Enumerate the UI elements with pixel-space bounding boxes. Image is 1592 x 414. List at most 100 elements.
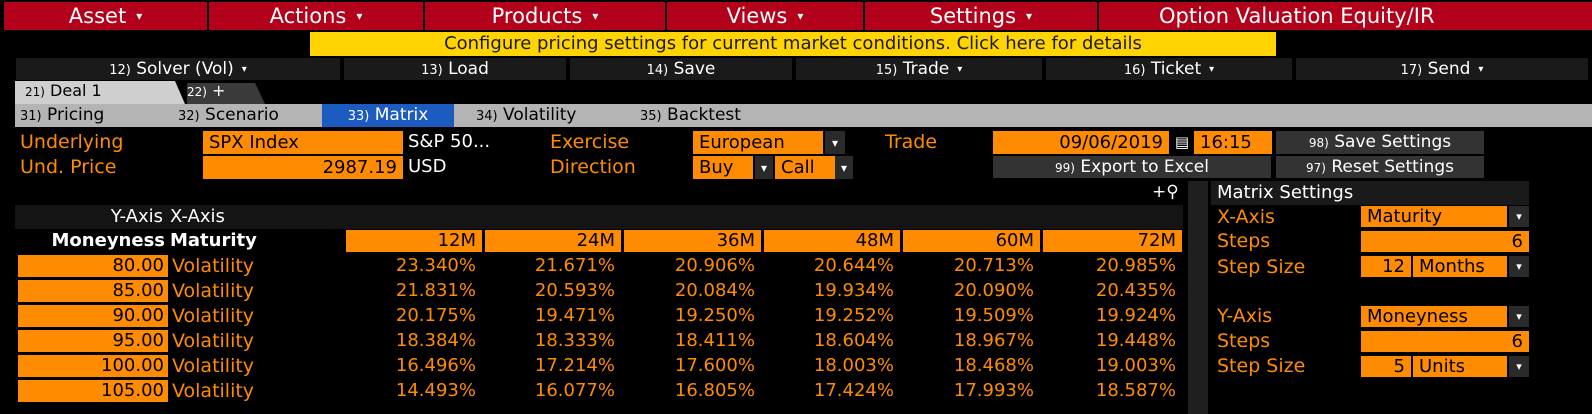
row-label: Volatility (172, 330, 255, 352)
menu-views[interactable]: Views ▾ (667, 2, 863, 30)
y-axis-header: Y-Axis (110, 206, 163, 227)
matrix-rows: 80.00 Volatility 23.340% 21.671% 20.906%… (15, 254, 1185, 414)
calendar-icon[interactable]: ▤ (1174, 133, 1190, 151)
matrix-cell: 21.671% (534, 255, 615, 276)
tab-label: Volatility (503, 105, 577, 125)
y-value-cell[interactable]: 95.00 (18, 330, 168, 352)
chevron-down-icon[interactable]: ▾ (1509, 306, 1529, 327)
y-steps-label: Steps (1217, 330, 1271, 352)
tab-number: 21) (25, 85, 45, 99)
matrix-cell: 20.593% (534, 280, 615, 301)
chevron-down-icon[interactable]: ▾ (825, 131, 845, 154)
y-value-cell[interactable]: 100.00 (18, 355, 168, 377)
column-header: 72M (1043, 230, 1182, 252)
action-number: 17) (1400, 63, 1423, 78)
chevron-down-icon[interactable]: ▾ (835, 156, 853, 179)
y-step-size-input[interactable]: 5 (1361, 356, 1411, 377)
x-step-unit-select[interactable]: Months (1413, 256, 1507, 277)
matrix-cell: 19.924% (1095, 305, 1176, 326)
matrix-settings-title: Matrix Settings (1211, 181, 1529, 205)
button-number: 99) (1055, 161, 1075, 175)
matrix-cell: 18.003% (813, 355, 894, 376)
action-label: Solver (Vol) (136, 59, 234, 79)
tab-label: Scenario (205, 105, 279, 125)
button-label: Reset Settings (1331, 157, 1454, 177)
trade-time-input[interactable]: 16:15 (1194, 131, 1272, 154)
reset-settings-button[interactable]: 97) Reset Settings (1276, 156, 1484, 178)
matrix-cell: 17.600% (674, 355, 755, 376)
matrix-cell: 20.644% (813, 255, 894, 276)
matrix-cell: 19.003% (1095, 355, 1176, 376)
menu-products[interactable]: Products ▾ (425, 2, 665, 30)
direction-buy-select[interactable]: Buy (693, 156, 753, 179)
chevron-down-icon: ▾ (1209, 64, 1215, 75)
x-steps-input[interactable]: 6 (1361, 231, 1529, 252)
y-axis-select[interactable]: Moneyness (1361, 306, 1507, 327)
action-number: 13) (421, 63, 443, 78)
table-row: 100.00 Volatility 16.496% 17.214% 17.600… (15, 354, 1185, 379)
ticket-button[interactable]: 16) Ticket ▾ (1046, 58, 1292, 80)
tab-label: Pricing (47, 105, 105, 125)
action-number: 14) (646, 63, 669, 78)
tab-pricing[interactable]: 31) Pricing (20, 104, 170, 127)
trade-button[interactable]: 15) Trade ▾ (796, 58, 1042, 80)
y-value-cell[interactable]: 85.00 (18, 280, 168, 302)
und-price-label: Und. Price (20, 156, 117, 178)
notice-banner[interactable]: Configure pricing settings for current m… (310, 32, 1276, 56)
save-settings-button[interactable]: 98) Save Settings (1276, 131, 1484, 154)
menu-actions[interactable]: Actions ▾ (209, 2, 423, 30)
y-value-cell[interactable]: 105.00 (18, 380, 168, 402)
chevron-down-icon[interactable]: ▾ (755, 156, 773, 179)
export-to-excel-button[interactable]: 99) Export to Excel (993, 156, 1271, 178)
underlying-input[interactable]: SPX Index (203, 131, 403, 154)
matrix-cell: 18.587% (1095, 380, 1176, 401)
y-value-cell[interactable]: 80.00 (18, 255, 168, 277)
y-steps-input[interactable]: 6 (1361, 331, 1529, 352)
chevron-down-icon[interactable]: ▾ (1509, 356, 1529, 377)
exercise-select[interactable]: European (693, 131, 823, 154)
matrix-cell: 19.471% (534, 305, 615, 326)
action-label: Send (1427, 59, 1471, 79)
deal-tabs-shape (15, 81, 265, 104)
zoom-in-icon[interactable]: +⚲ (1152, 182, 1179, 202)
matrix-cell: 19.934% (813, 280, 894, 301)
tab-scenario[interactable]: 32) Scenario (178, 104, 318, 127)
x-step-size-label: Step Size (1217, 256, 1306, 278)
row-label: Volatility (172, 380, 255, 402)
menu-asset[interactable]: Asset ▾ (4, 2, 207, 30)
tab-volatility[interactable]: 34) Volatility (476, 104, 636, 127)
underlying-description: S&P 50... (408, 131, 491, 152)
x-axis-name: Maturity (170, 230, 257, 251)
x-axis-select[interactable]: Maturity (1361, 206, 1507, 227)
y-step-unit-select[interactable]: Units (1413, 356, 1507, 377)
menu-settings[interactable]: Settings ▾ (865, 2, 1097, 30)
tab-add-deal[interactable]: 22) + (177, 81, 247, 101)
load-button[interactable]: 13) Load (344, 58, 566, 80)
trade-date-input[interactable]: 09/06/2019 (993, 131, 1169, 154)
tab-matrix[interactable]: 33) Matrix (322, 104, 454, 127)
tab-deal-1[interactable]: 21) Deal 1 (15, 81, 165, 101)
x-step-size-input[interactable]: 12 (1361, 256, 1411, 277)
matrix-cell: 20.084% (674, 280, 755, 301)
y-value-cell[interactable]: 90.00 (18, 305, 168, 327)
tab-number: 22) (187, 85, 207, 99)
matrix-scrollbar[interactable] (1188, 181, 1208, 414)
tab-backtest[interactable]: 35) Backtest (640, 104, 800, 127)
chevron-down-icon: ▾ (241, 64, 247, 75)
matrix-cell: 20.175% (395, 305, 476, 326)
action-number: 15) (875, 63, 898, 78)
chevron-down-icon[interactable]: ▾ (1509, 256, 1529, 277)
und-price-input[interactable]: 2987.19 (203, 156, 403, 179)
send-button[interactable]: 17) Send ▾ (1296, 58, 1588, 80)
save-button[interactable]: 14) Save (570, 58, 792, 80)
solver-vol-button[interactable]: 12) Solver (Vol) ▾ (16, 58, 340, 80)
button-number: 98) (1308, 136, 1329, 150)
chevron-down-icon[interactable]: ▾ (1509, 206, 1529, 227)
direction-call-select[interactable]: Call (775, 156, 835, 179)
menu-settings-label: Settings (929, 4, 1017, 28)
button-label: Save Settings (1334, 132, 1452, 152)
chevron-down-icon: ▾ (797, 9, 804, 23)
matrix-axis-header (15, 205, 1183, 229)
tab-number: 33) (347, 109, 370, 124)
menu-asset-label: Asset (68, 4, 127, 28)
